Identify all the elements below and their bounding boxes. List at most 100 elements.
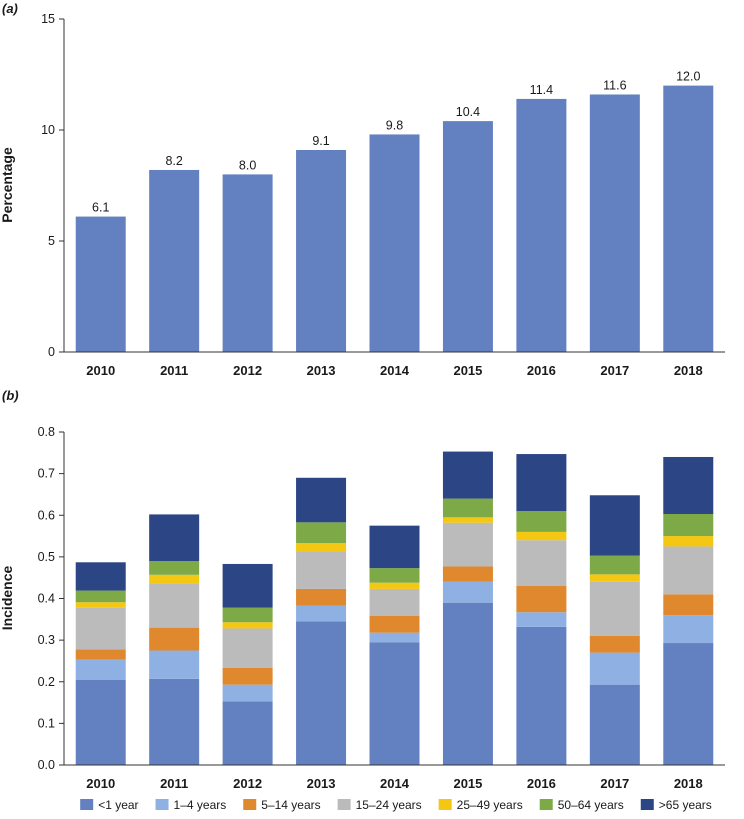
- panel-b-segment-2015-4: [442, 517, 493, 523]
- legend-item: 5–14 years: [243, 798, 321, 812]
- panel-b-y-tick-label: 0.5: [38, 550, 55, 564]
- legend-label: >65 years: [659, 798, 712, 812]
- panel-a-data-label-2013: 9.1: [312, 134, 329, 148]
- panel-a-bar-2010: [75, 216, 126, 352]
- panel-a-bar-2012: [222, 174, 273, 352]
- panel-b-segment-2013-1: [296, 605, 347, 622]
- legend-item: <1 year: [80, 798, 139, 812]
- panel-a-y-tick-label: 15: [41, 12, 55, 26]
- panel-a-x-tick-label-2010: 2010: [86, 363, 115, 378]
- panel-b-segment-2010-2: [75, 649, 126, 660]
- panel-a-data-label-2015: 10.4: [456, 105, 480, 119]
- panel-b-x-tick-label-2017: 2017: [600, 776, 629, 791]
- legend-item: 1–4 years: [155, 798, 227, 812]
- legend-swatch: [640, 799, 654, 810]
- panel-b-segment-2018-1: [663, 615, 714, 644]
- panel-b-segment-2012-2: [222, 668, 273, 685]
- panel-a-x-tick-label-2014: 2014: [380, 363, 410, 378]
- panel-b-x-tick-label-2016: 2016: [527, 776, 556, 791]
- legend-swatch: [80, 799, 94, 810]
- panel-b-legend: <1 year 1–4 years 5–14 years 15–24 years 25–…: [80, 798, 712, 812]
- panel-a-x-tick-label-2012: 2012: [233, 363, 262, 378]
- legend-swatch: [438, 799, 452, 810]
- legend-swatch: [337, 799, 351, 810]
- panel-a-y-tick-label: 0: [48, 345, 55, 359]
- panel-b-segment-2010-0: [75, 679, 126, 765]
- panel-a-x-tick-label-2018: 2018: [674, 363, 703, 378]
- panel-b-segment-2012-4: [222, 622, 273, 629]
- panel-b-segment-2014-4: [369, 582, 420, 589]
- panel-b-segment-2015-1: [442, 581, 493, 603]
- panel-b-y-axis-title: Incidence: [0, 566, 15, 631]
- legend-label: 1–4 years: [174, 798, 227, 812]
- panel-a-percentage-chart: (a) Percentage 0 5 10 15 6.1 8.2 8.0 9.1 9.8 10.…: [0, 1, 725, 378]
- panel-b-segment-2011-2: [149, 627, 200, 651]
- panel-b-segment-2010-5: [75, 590, 126, 603]
- panel-a-bar-2014: [369, 134, 420, 352]
- panel-a-x-tick-label-2011: 2011: [160, 363, 188, 378]
- panel-a-bar-2015: [442, 121, 493, 353]
- panel-b-segment-2018-4: [663, 536, 714, 547]
- panel-a-data-label-2014: 9.8: [386, 118, 403, 132]
- panel-b-x-tick-label-2018: 2018: [674, 776, 703, 791]
- panel-b-segment-2015-0: [442, 602, 493, 765]
- panel-b-segment-2011-6: [149, 514, 200, 562]
- panel-a-y-tick-label: 5: [48, 234, 55, 248]
- panel-b-segment-2013-0: [296, 621, 347, 765]
- panel-b-segment-2017-6: [589, 495, 640, 556]
- legend-item: 50–64 years: [539, 798, 624, 812]
- panel-b-segment-2017-3: [589, 581, 640, 636]
- panel-b-segment-2013-3: [296, 551, 347, 589]
- panel-b-segment-2011-4: [149, 574, 200, 584]
- panel-a-y-ticks: 0 5 10 15: [41, 12, 64, 359]
- panel-b-segment-2016-3: [516, 540, 567, 587]
- legend-item: 15–24 years: [337, 798, 422, 812]
- legend-label: 25–49 years: [457, 798, 523, 812]
- panel-b-x-tick-label-2011: 2011: [160, 776, 188, 791]
- panel-b-segment-2018-6: [663, 456, 714, 515]
- legend-label: 15–24 years: [356, 798, 422, 812]
- legend-item: 25–49 years: [438, 798, 523, 812]
- panel-b-segment-2016-0: [516, 626, 567, 765]
- panel-a-bar-2017: [589, 94, 640, 352]
- panel-b-segment-2012-3: [222, 628, 273, 669]
- panel-b-segment-2010-3: [75, 607, 126, 650]
- panel-a-x-ticks: 2010 2011 2012 2013 2014 2015 2016 2017 2018: [86, 363, 702, 378]
- panel-b-y-tick-label: 0.0: [38, 758, 55, 772]
- panel-b-label: (b): [2, 388, 19, 403]
- panel-b-segment-2017-0: [589, 684, 640, 765]
- panel-a-bar-2011: [149, 169, 200, 352]
- panel-b-x-tick-label-2013: 2013: [307, 776, 336, 791]
- panel-b-segment-2018-0: [663, 643, 714, 765]
- panel-a-y-axis-title: Percentage: [0, 147, 15, 223]
- panel-a-data-label-2016: 11.4: [530, 83, 553, 97]
- panel-a-bar-2016: [516, 98, 567, 352]
- panel-b-y-ticks: 0.0 0.1 0.2 0.3 0.4 0.5 0.6 0.7 0.8: [38, 425, 64, 772]
- panel-b-y-tick-label: 0.3: [38, 633, 55, 647]
- panel-b-segment-2010-1: [75, 659, 126, 680]
- panel-b-segment-2016-2: [516, 586, 567, 613]
- panel-b-segment-2012-5: [222, 607, 273, 623]
- panel-b-y-tick-label: 0.8: [38, 425, 55, 439]
- legend-swatch: [539, 799, 553, 810]
- panel-b-segment-2011-1: [149, 650, 200, 679]
- panel-b-segment-2013-2: [296, 588, 347, 606]
- panel-b-x-ticks: 2010 2011 2012 2013 2014 2015 2016 2017 2018: [86, 776, 702, 791]
- panel-b-segment-2013-6: [296, 477, 347, 523]
- panel-a-x-tick-label-2015: 2015: [453, 363, 482, 378]
- panel-b-segment-2014-5: [369, 568, 420, 583]
- panel-b-segment-2017-5: [589, 555, 640, 575]
- panel-b-segment-2011-3: [149, 583, 200, 628]
- panel-b-segment-2017-1: [589, 652, 640, 685]
- panel-b-segment-2013-4: [296, 543, 347, 552]
- panel-b-incidence-chart: (b) Incidence 0.00.10.20.30.40.50.60.70.…: [0, 388, 725, 812]
- panel-b-segment-2014-1: [369, 632, 420, 643]
- panel-b-segment-2010-4: [75, 602, 126, 608]
- panel-b-segment-2015-3: [442, 522, 493, 567]
- panel-b-segment-2015-6: [442, 451, 493, 499]
- panel-b-segment-2011-0: [149, 678, 200, 765]
- panel-b-segment-2012-6: [222, 563, 273, 608]
- legend-label: <1 year: [98, 798, 138, 812]
- panel-b-segment-2014-6: [369, 525, 420, 569]
